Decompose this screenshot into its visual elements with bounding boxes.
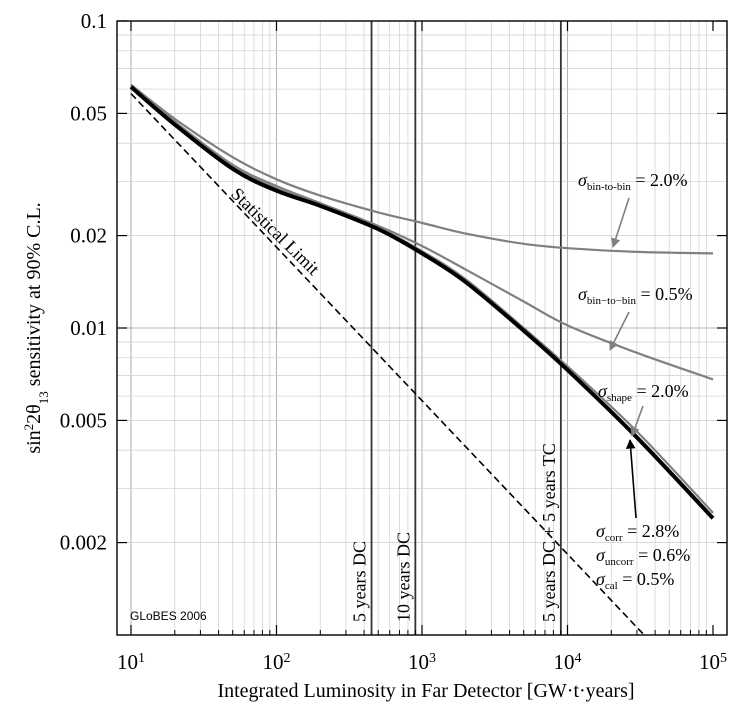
grid — [117, 21, 727, 636]
y-tick-label: 0.005 — [60, 408, 107, 432]
series-lines — [129, 83, 715, 635]
vertical-line-label: 10 years DC — [393, 532, 413, 622]
vertical-line-label: 5 years DC + 5 years TC — [539, 443, 559, 622]
y-axis-title: sin22θ13 sensitivity at 90% C.L. — [21, 202, 51, 453]
bin2-arrow — [611, 197, 630, 248]
axis-ticks: 101 102 103 104 105 0.002 0.005 0.01 0.02 0.05 0.1 — [60, 9, 727, 674]
globes-watermark: GLoBES 2006 — [130, 609, 207, 623]
series-line — [129, 85, 715, 520]
series-line — [130, 83, 714, 255]
shape-label: σshape = 2.0% — [598, 381, 689, 404]
y-tick-label: 0.02 — [70, 224, 107, 248]
bin05-arrow — [609, 311, 630, 351]
corr-label: σcorr = 2.8% — [596, 521, 679, 544]
y-tick-label: 0.01 — [70, 316, 107, 340]
bin05-label: σbin−to−bin = 0.5% — [578, 284, 693, 307]
uncorr-label: σuncorr = 0.6% — [596, 545, 690, 568]
y-tick-label: 0.05 — [70, 101, 107, 125]
x-tick-label: 101 — [117, 650, 145, 674]
x-tick-label: 104 — [554, 650, 582, 674]
vertical-lines: 5 years DC 10 years DC 5 years DC + 5 year… — [350, 21, 562, 635]
y-tick-label: 0.1 — [81, 9, 107, 33]
corr-arrow — [625, 439, 637, 519]
x-tick-label: 102 — [263, 650, 291, 674]
bin2-label: σbin-to-bin = 2.0% — [578, 170, 688, 193]
cal-label: σcal = 0.5% — [596, 569, 674, 592]
y-tick-label: 0.002 — [60, 531, 107, 555]
x-axis-title: Integrated Luminosity in Far Detector [G… — [217, 680, 634, 702]
vertical-line-label: 5 years DC — [350, 541, 370, 622]
shape-arrow — [630, 405, 644, 437]
series-line — [130, 83, 714, 381]
series-line — [130, 93, 646, 635]
x-tick-label: 105 — [699, 650, 727, 674]
x-tick-label: 103 — [408, 650, 436, 674]
